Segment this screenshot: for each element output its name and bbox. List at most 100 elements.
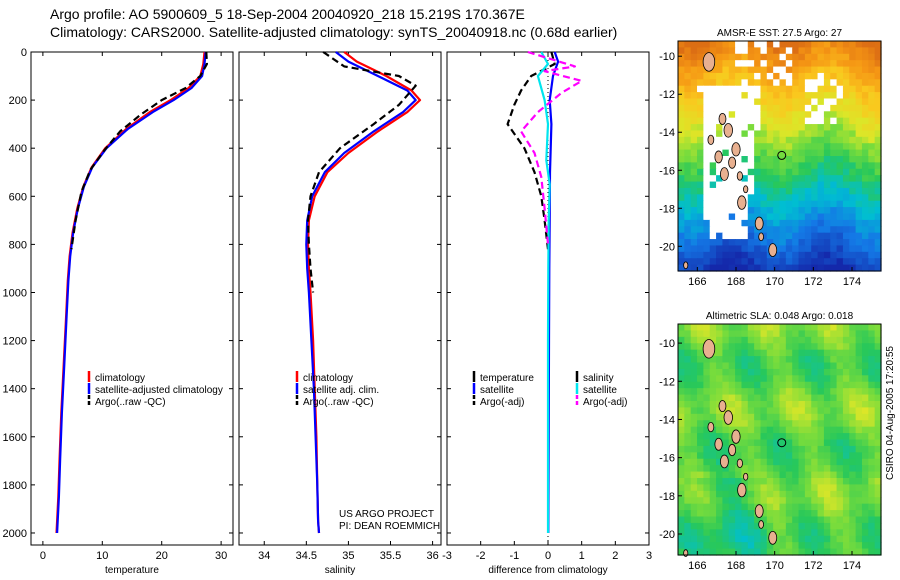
sst_map-cell xyxy=(709,194,717,202)
sla_map-cell xyxy=(690,516,698,524)
sst_map-cell xyxy=(678,60,685,68)
sla_map-ytick-label: -20 xyxy=(659,529,675,541)
sla_map-cell xyxy=(792,343,800,351)
sla_map-cell xyxy=(830,516,838,524)
sla_map-cell xyxy=(798,401,806,409)
sst_map-cell xyxy=(811,149,819,157)
sla_map-cell xyxy=(741,426,749,434)
sla_map-cell xyxy=(792,503,800,511)
sst_map-cell xyxy=(842,85,850,93)
sst_map-cell xyxy=(811,136,819,144)
sst_map-cell xyxy=(804,41,812,48)
sla_map-cell xyxy=(785,401,793,409)
sla_map-cell xyxy=(766,548,774,556)
sla_map-cell xyxy=(868,458,876,466)
sla_map-cell xyxy=(785,349,793,357)
sst_map-cell xyxy=(747,149,755,157)
sla_map-cell xyxy=(823,413,831,421)
sst_map-cell xyxy=(760,200,768,208)
sla_map-cell xyxy=(747,413,755,421)
sla_map-cell xyxy=(697,401,704,409)
sst_map-cell xyxy=(792,194,800,202)
sla_map-cell xyxy=(823,336,831,344)
sla_map-cell xyxy=(709,458,717,466)
sla_map-cell xyxy=(804,510,812,518)
sla_map-cell xyxy=(855,394,863,402)
sst_map-cell xyxy=(785,258,793,266)
sla_map-cell xyxy=(697,394,704,402)
sst_map-cell xyxy=(874,47,882,55)
sst_map-cell xyxy=(855,124,863,132)
sst_map-cell xyxy=(842,207,850,215)
sst_map-cell xyxy=(747,156,755,163)
sla_map-cell xyxy=(741,503,749,511)
sst_map-cell xyxy=(811,219,819,227)
sla_map-cell xyxy=(823,420,831,428)
sst_map-cell xyxy=(703,41,711,48)
sst_map-cell xyxy=(792,149,800,157)
sla_map-cell xyxy=(754,452,762,460)
sla_map-cell xyxy=(684,375,692,383)
sst_map-cell xyxy=(747,85,755,93)
sst_map-cell xyxy=(874,181,882,189)
sst_map-cell xyxy=(728,175,736,183)
sst_map-cell xyxy=(766,239,774,247)
sst_map-cell xyxy=(741,130,749,138)
sla_map-cell xyxy=(817,490,825,498)
sst_map-cell xyxy=(678,47,685,55)
sst_map-cell xyxy=(684,60,692,68)
sla_map-cell xyxy=(684,356,692,364)
sla_map-cell xyxy=(754,356,762,364)
sst_map-cell xyxy=(760,92,768,100)
sla_map-cell xyxy=(728,510,736,518)
sst_map-cell xyxy=(823,245,831,253)
sst_map-cell xyxy=(779,66,787,74)
sst_map-cell xyxy=(811,226,819,234)
sla_map-cell xyxy=(817,439,825,447)
sst_map-cell xyxy=(709,181,717,189)
sla_map-cell xyxy=(760,426,768,434)
sla_map-cell xyxy=(779,510,787,518)
sst_map-cell xyxy=(716,162,723,170)
sla_map-cell xyxy=(766,542,774,550)
sst_map-cell xyxy=(842,136,850,144)
sla_map-cell xyxy=(861,458,869,466)
sla_map-cell xyxy=(684,535,692,543)
sst_map-cell xyxy=(836,245,844,253)
sst_map-cell xyxy=(773,175,781,183)
sst_map-cell xyxy=(849,92,857,100)
sla_map-cell xyxy=(728,516,736,524)
sla_map-cell xyxy=(773,452,781,460)
sst_map-cell xyxy=(823,181,831,189)
temperature-axes-box xyxy=(30,51,234,546)
sla_map-cell xyxy=(861,535,869,543)
sst_map-cell xyxy=(716,175,723,183)
sla_map-cell xyxy=(868,407,876,415)
sla_map-cell xyxy=(703,522,711,530)
sst_map-cell xyxy=(678,98,685,106)
sst_map-cell xyxy=(868,239,876,247)
sla_map-cell xyxy=(817,388,825,396)
sla_map-cell xyxy=(678,535,685,543)
sla_map-cell xyxy=(684,542,692,550)
sla_map-cell xyxy=(849,420,857,428)
sst_map-cell xyxy=(690,232,698,240)
sla_map-cell xyxy=(703,497,711,505)
sst_map-cell xyxy=(703,187,711,195)
sst_map-cell xyxy=(792,232,800,240)
sla_map-cell xyxy=(735,407,743,415)
sst_map-cell xyxy=(823,66,831,74)
sla_map-cell xyxy=(836,324,844,332)
sla_map-cell xyxy=(747,426,755,434)
sla_map-cell xyxy=(716,548,723,556)
sst_map-cell xyxy=(855,175,863,183)
sla_map-cell xyxy=(842,548,850,556)
sst_map-cell xyxy=(709,168,717,176)
sla_map-cell xyxy=(855,407,863,415)
sst_map-cell xyxy=(766,66,774,74)
sla_map-cell xyxy=(754,324,762,332)
sst_map-cell xyxy=(830,53,838,61)
sst_map-cell xyxy=(836,136,844,144)
sst_map-cell xyxy=(779,92,787,100)
sla_map-cell xyxy=(722,407,730,415)
